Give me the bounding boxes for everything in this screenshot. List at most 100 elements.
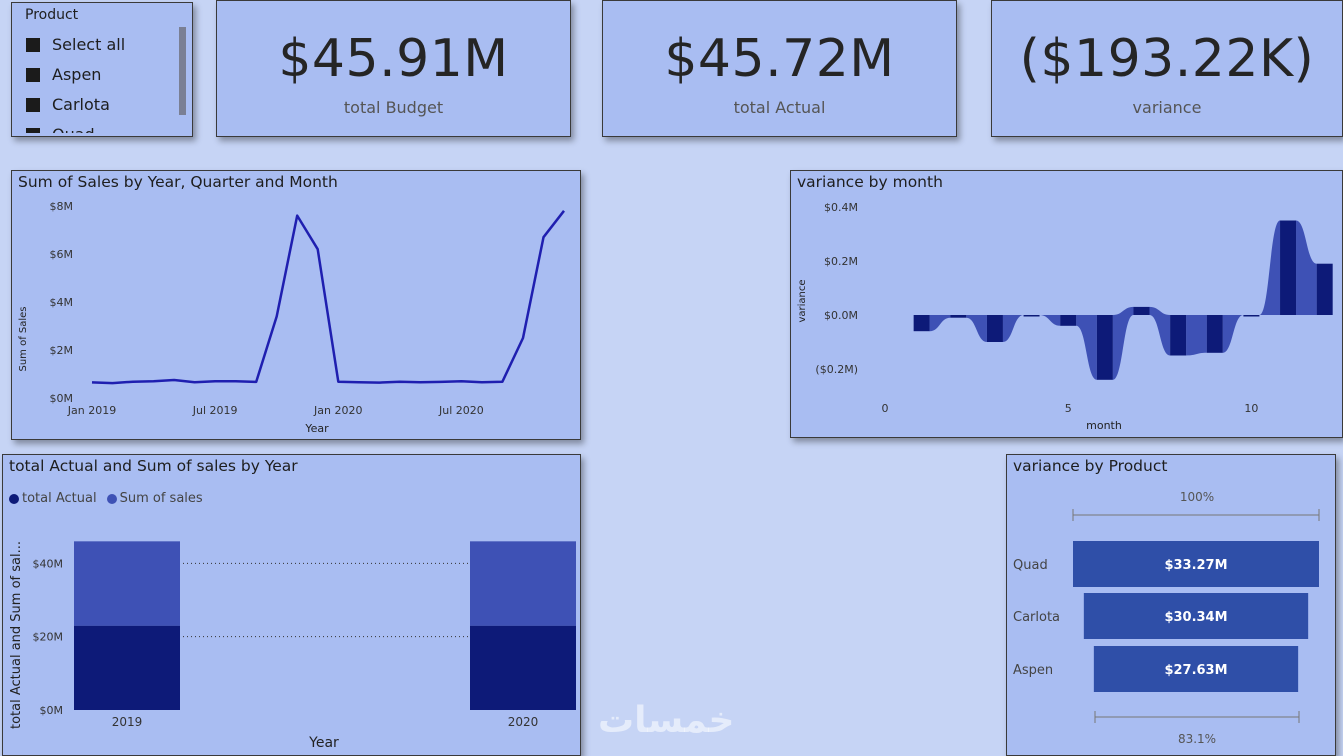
chart-title: Sum of Sales by Year, Quarter and Month [18, 173, 338, 191]
variance-transition [1076, 315, 1097, 380]
variance-month-bar[interactable] [1023, 315, 1040, 317]
variance-month-bar[interactable] [950, 315, 967, 318]
x-axis-label: Year [308, 735, 339, 751]
actual-sales-bar-chart[interactable]: total Actual and Sum of sales by Year to… [2, 454, 581, 756]
x-tick-label: Jan 2019 [67, 404, 116, 417]
y-tick-label: $0.4M [824, 201, 858, 214]
x-tick-label: 0 [882, 402, 889, 415]
funnel-category-label: Quad [1013, 558, 1048, 573]
slicer-scrollbar[interactable] [179, 27, 186, 115]
variance-month-bar[interactable] [1096, 315, 1113, 380]
watermark-logo: خمسات [598, 700, 735, 741]
y-tick-label: $20M [33, 631, 64, 644]
legend-item-sales[interactable]: Sum of sales [119, 491, 203, 506]
x-tick-label: Jul 2019 [192, 404, 238, 417]
legend-dot-sales [106, 493, 117, 504]
x-tick-label: 2019 [112, 715, 143, 729]
variance-transition [1002, 315, 1024, 342]
kpi-card-budget: $45.91M total Budget [216, 0, 571, 137]
variance-month-bar[interactable] [1133, 306, 1150, 315]
slicer-item-select-all[interactable]: Select all [26, 35, 125, 54]
actual-sales-svg: $0M $20M $40M 2019 2020 total Actual and Su… [9, 541, 576, 751]
funnel-bar[interactable] [1083, 593, 1309, 639]
y-tick-label: $0.2M [824, 255, 858, 268]
kpi-label: total Actual [733, 98, 826, 117]
kpi-value: $45.72M [664, 29, 895, 89]
variance-month-bar[interactable] [1170, 315, 1187, 356]
variance-month-bar[interactable] [1280, 220, 1297, 316]
kpi-label: variance [1132, 98, 1202, 117]
funnel-bar[interactable] [1073, 541, 1319, 587]
kpi-value: $45.91M [278, 29, 509, 89]
legend-item-actual[interactable]: total Actual [22, 491, 97, 506]
variance-transition [1112, 306, 1134, 380]
variance-month-chart[interactable]: variance by month $0.4M $0.2M $0.0M ($0.2M)… [790, 170, 1343, 438]
variance-month-bar[interactable] [1206, 315, 1223, 353]
funnel-category-label: Carlota [1013, 610, 1060, 625]
kpi-value: ($193.22K) [1019, 29, 1315, 89]
y-axis-label: total Actual and Sum of sal... [9, 541, 24, 729]
y-tick-label: ($0.2M) [815, 363, 858, 376]
variance-transition [1039, 315, 1061, 326]
variance-month-bar[interactable] [913, 315, 930, 332]
variance-transition [1296, 220, 1317, 315]
y-tick-label: $8M [50, 200, 74, 213]
bar-sum-of-sales[interactable] [74, 541, 180, 626]
bar-total-actual[interactable] [74, 625, 180, 710]
slicer-item-aspen[interactable]: Aspen [26, 65, 101, 84]
y-tick-label: $0M [50, 392, 74, 405]
checkbox-icon[interactable] [26, 67, 40, 82]
variance-month-bar[interactable] [1316, 263, 1333, 315]
y-tick-label: $6M [50, 248, 74, 261]
chart-title: variance by month [797, 173, 943, 191]
kpi-card-variance: ($193.22K) variance [991, 0, 1343, 137]
variance-transition [929, 315, 951, 332]
y-tick-label: $0M [40, 704, 64, 717]
x-axis-label: Year [304, 422, 329, 435]
variance-transition [1149, 306, 1171, 356]
variance-month-bar[interactable] [1060, 315, 1077, 326]
variance-month-svg: $0.4M $0.2M $0.0M ($0.2M) 0 5 10 variance mon… [797, 201, 1333, 432]
legend: total Actual Sum of sales [9, 491, 203, 506]
sales-line-chart[interactable]: Sum of Sales by Year, Quarter and Month … [11, 170, 581, 440]
funnel-bar[interactable] [1093, 646, 1299, 692]
y-tick-label: $4M [50, 296, 74, 309]
y-axis-label: variance [797, 279, 808, 322]
funnel-value-label: $27.63M [1164, 663, 1227, 678]
y-axis-label: Sum of Sales [18, 306, 29, 371]
sales-line-svg: $0M $2M $4M $6M $8M Jan 2019 Jul 2019 Jan 2020… [18, 200, 565, 435]
bar-sum-of-sales[interactable] [470, 541, 576, 626]
y-tick-label: $0.0M [824, 309, 858, 322]
slicer-title: Product [25, 7, 79, 23]
funnel-value-label: $30.34M [1164, 610, 1227, 625]
funnel-category-label: Aspen [1013, 663, 1053, 678]
variance-transition [1259, 220, 1281, 315]
bar-total-actual[interactable] [470, 625, 576, 710]
checkbox-icon[interactable] [26, 37, 40, 52]
top-percentage: 100% [1180, 490, 1214, 504]
kpi-label: total Budget [343, 98, 444, 117]
slicer-item-carlota[interactable]: Carlota [26, 95, 110, 114]
sales-line [91, 210, 565, 385]
x-tick-label: 10 [1244, 402, 1258, 415]
legend-dot-actual [9, 493, 19, 504]
chart-title: total Actual and Sum of sales by Year [9, 457, 298, 475]
variance-transition [1186, 315, 1207, 356]
x-tick-label: 2020 [508, 715, 539, 729]
y-tick-label: $2M [50, 344, 74, 357]
variance-product-funnel[interactable]: variance by Product 100% $33.27M Quad $30.… [1006, 454, 1336, 756]
x-tick-label: Jan 2020 [313, 404, 362, 417]
chart-title: variance by Product [1013, 457, 1168, 475]
x-tick-label: Jul 2020 [438, 404, 484, 417]
product-slicer: Product Select all Aspen Carlota Quad [11, 2, 193, 137]
variance-product-svg: 100% $33.27M Quad $30.34M Carlota $27.63M Asp… [1013, 490, 1320, 746]
checkbox-icon[interactable] [26, 127, 40, 133]
variance-transition [1222, 315, 1244, 353]
slicer-item-quad[interactable]: Quad [26, 125, 95, 133]
checkbox-icon[interactable] [26, 97, 40, 112]
x-axis-label: month [1086, 419, 1122, 432]
variance-month-bar[interactable] [986, 315, 1003, 342]
y-tick-label: $40M [33, 557, 64, 570]
variance-transition [966, 315, 987, 342]
variance-month-bar[interactable] [1243, 315, 1260, 317]
